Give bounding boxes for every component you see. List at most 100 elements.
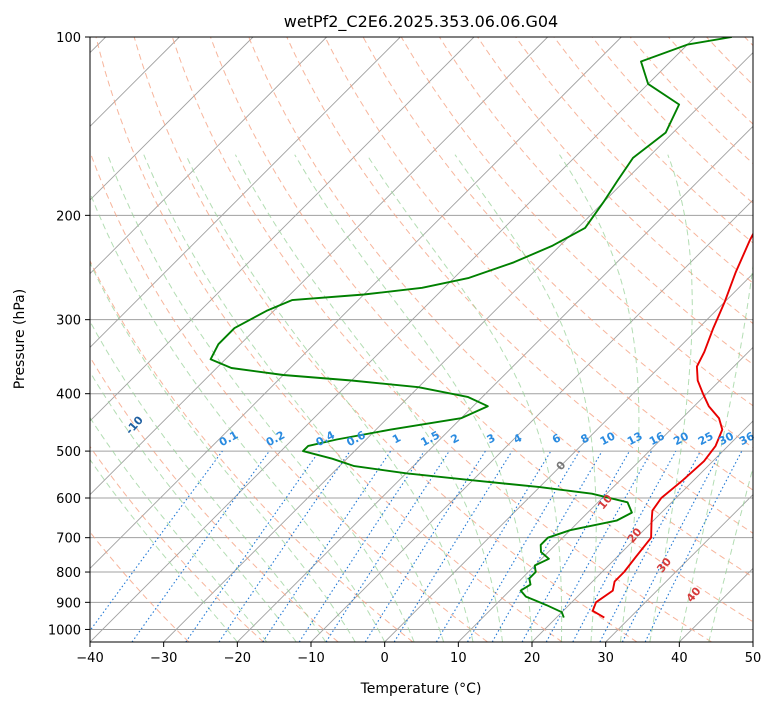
isotherm-line (90, 37, 254, 201)
x-tick-label: 0 (381, 651, 389, 666)
mixing-ratio-label: 1 (390, 431, 403, 446)
moist-adiabat-line (90, 371, 297, 642)
dry-adiabat-line (90, 150, 488, 642)
isotherm-line (90, 37, 327, 275)
moist-adiabat-line (454, 154, 597, 642)
x-axis-label: Temperature (°C) (360, 681, 482, 697)
dewpoint-profile (209, 37, 732, 618)
mixing-ratio-label: 3 (485, 431, 498, 446)
mixing-ratio-label: 0.1 (217, 428, 240, 449)
dry-adiabat-label: -10 (123, 413, 146, 437)
dry-adiabat-line (133, 37, 638, 642)
moist-adiabat-label: 20 (625, 525, 645, 545)
mixing-ratio-label: 0.4 (314, 428, 338, 449)
moist-adiabat-line (107, 154, 415, 642)
mixing-ratio-line (572, 450, 677, 642)
dry-adiabat-line (668, 37, 753, 125)
moist-adiabat-line (90, 191, 386, 642)
mixing-ratio-label: 8 (579, 431, 592, 446)
x-tick-label: 10 (450, 651, 467, 666)
isotherm-line (458, 346, 753, 642)
y-tick-label: 400 (56, 388, 81, 403)
dry-adiabat-line (706, 37, 753, 86)
mixing-ratio-label: 36 (737, 429, 757, 448)
mixing-ratio-label: 25 (696, 429, 716, 448)
mixing-ratio-line (185, 450, 320, 642)
chart-title: wetPf2_C2E6.2025.353.06.06.G04 (284, 12, 558, 32)
isotherm-line (90, 37, 475, 422)
mixing-ratio-line (393, 450, 513, 642)
moist-adiabat-line (90, 320, 327, 642)
moist-adiabat-line (234, 154, 503, 642)
x-tick-label: −20 (224, 651, 251, 666)
dry-adiabat-line (90, 259, 414, 642)
y-tick-label: 500 (56, 445, 81, 460)
mixing-ratio-label: 20 (671, 429, 691, 448)
isotherm-line (605, 494, 753, 642)
y-tick-label: 800 (56, 566, 81, 581)
y-axis-label: Pressure (hPa) (12, 289, 28, 389)
mixing-ratio-line (90, 450, 223, 632)
mixing-ratio-line (545, 450, 653, 642)
isotherm-line (163, 52, 753, 642)
mixing-ratio-line (521, 450, 630, 642)
moist-adiabat-line (143, 154, 445, 642)
x-tick-label: 30 (597, 651, 614, 666)
plot-frame (89, 36, 754, 643)
dry-adiabat-line (90, 356, 339, 642)
isotherm-line (237, 125, 753, 642)
mixing-ratio-label: 16 (647, 429, 667, 448)
y-tick-label: 300 (56, 314, 81, 329)
mixing-ratio-line (599, 450, 701, 642)
y-tick-label: 600 (56, 492, 81, 507)
isotherm-line (384, 273, 753, 642)
mixing-ratio-line (644, 450, 743, 642)
isotherm-line (90, 37, 401, 348)
mixing-ratio-label: 4 (511, 431, 524, 446)
dry-adiabat-line (515, 37, 753, 284)
mixing-ratio-label: 30 (716, 429, 736, 448)
dry-adiabat-line (553, 37, 753, 244)
mixing-ratio-line (298, 450, 425, 642)
mixing-ratio-line (131, 450, 270, 642)
dry-adiabat-line (248, 37, 753, 578)
dry-adiabat-line (324, 37, 753, 491)
moist-adiabat-line (90, 261, 356, 642)
mixing-ratio-line (218, 450, 351, 642)
axis-ticks: −40 −30 −20 −10 0 10 20 30 40 50 100 200 300 400 500 60… (48, 31, 761, 666)
mixing-ratio-label: 13 (625, 429, 645, 448)
x-tick-label: −40 (76, 651, 103, 666)
dry-adiabat-line (95, 37, 563, 642)
dry-adiabat-line (477, 37, 753, 325)
mixing-ratio-label: 0.2 (264, 428, 287, 449)
sounding-curves (209, 37, 753, 619)
mixing-ratio-line (325, 450, 450, 642)
mixing-ratio-label: 2 (449, 431, 462, 446)
mixing-ratio-line (262, 450, 392, 642)
y-tick-label: 900 (56, 596, 81, 611)
dry-adiabat-line (591, 37, 753, 204)
temperature-profile (591, 232, 753, 619)
isotherm-line (90, 37, 548, 496)
mixing-ratio-label: 1.5 (419, 428, 442, 449)
dry-adiabat-line (400, 37, 753, 407)
x-tick-label: 50 (745, 651, 762, 666)
dry-adiabat-line (210, 37, 753, 623)
mixing-ratio-label: 0.6 (344, 428, 368, 449)
y-tick-label: 200 (56, 209, 81, 224)
y-tick-label: 100 (56, 31, 81, 46)
x-tick-label: −30 (150, 651, 177, 666)
dry-adiabat-line (362, 37, 753, 449)
moist-adiabat-line (366, 154, 563, 642)
y-tick-label: 1000 (48, 623, 81, 638)
dry-adiabat-line (629, 37, 753, 165)
dry-adiabat-line (744, 37, 753, 47)
chart-grid (90, 37, 753, 642)
moist-adiabat-line (559, 154, 640, 642)
moist-adiabat-label: 40 (684, 584, 704, 604)
isotherm-line (679, 567, 753, 642)
x-tick-label: −10 (297, 651, 324, 666)
isotherm-line (752, 641, 753, 642)
